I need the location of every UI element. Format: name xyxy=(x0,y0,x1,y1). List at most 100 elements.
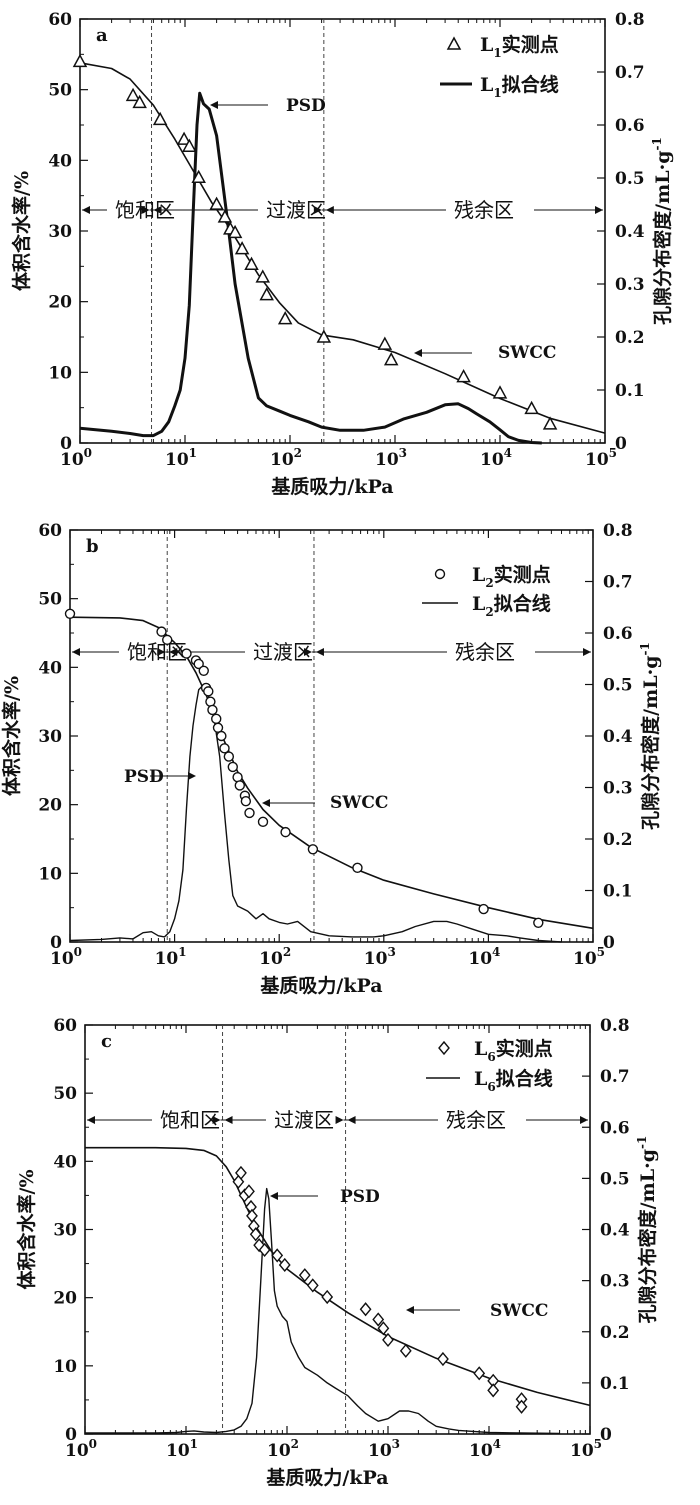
zone-arrow-head xyxy=(157,648,166,656)
legend-fit-label: L2拟合线 xyxy=(472,592,551,619)
y2-tick-label: 0.6 xyxy=(600,1118,630,1138)
psd-annotation: PSD xyxy=(124,767,196,787)
zone-arrow-head xyxy=(169,648,178,656)
measured-point xyxy=(232,1174,245,1189)
y-tick-label: 30 xyxy=(38,727,62,747)
chart-panel-b: 100 101 102 103 104 105010203040506000.10.20.… xyxy=(0,521,662,997)
legend-marker xyxy=(446,36,462,50)
x-tick-label: 100 xyxy=(65,1437,97,1461)
panel-letter: c xyxy=(101,1031,112,1052)
x-tick-label: 104 xyxy=(468,945,500,969)
y2-tick-label: 0.3 xyxy=(603,779,633,799)
y-tick-label: 40 xyxy=(48,151,72,171)
y2-tick-label: 0.3 xyxy=(600,1272,630,1292)
measured-point xyxy=(240,796,252,807)
y2-tick-label: 0.4 xyxy=(603,727,633,747)
legend-measured-label: L1实测点 xyxy=(480,33,559,60)
zone-label: 饱和区 xyxy=(115,198,175,222)
measured-point xyxy=(182,138,197,152)
panel-letter: b xyxy=(86,536,99,557)
swcc-annotation-label: SWCC xyxy=(330,793,388,813)
x-tick-label: 103 xyxy=(375,446,407,470)
measured-point xyxy=(473,1366,486,1381)
y-tick-label: 10 xyxy=(38,864,62,884)
measured-point xyxy=(223,751,235,762)
measured-point xyxy=(219,743,230,754)
psd-annotation: PSD xyxy=(270,1187,380,1207)
x-axis-title: 基质吸力/kPa xyxy=(265,1466,388,1489)
y-tick-label: 0 xyxy=(50,933,62,953)
measured-point xyxy=(244,807,255,819)
measured-point xyxy=(306,1278,319,1293)
zone-arrow-head xyxy=(335,1116,344,1124)
zone-arrow-head xyxy=(153,206,162,214)
x-tick-label: 101 xyxy=(166,1437,198,1461)
x-axis-title: 基质吸力/kPa xyxy=(259,974,382,997)
y-tick-label: 0 xyxy=(60,434,72,454)
x-tick-label: 102 xyxy=(267,1437,299,1461)
measured-point xyxy=(193,658,204,670)
measured-point xyxy=(352,862,363,874)
zone-arrow-head xyxy=(325,206,334,214)
swcc-fit-curve xyxy=(79,62,606,434)
measured-point xyxy=(492,385,508,399)
y2-tick-label: 0.4 xyxy=(615,222,645,242)
y-axis-title: 体积含水率/% xyxy=(15,1170,38,1290)
y-tick-label: 40 xyxy=(38,658,62,678)
legend-measured-label: L2实测点 xyxy=(472,563,551,590)
x-tick-label: 105 xyxy=(570,1437,602,1461)
panel-letter: a xyxy=(96,25,108,46)
y2-tick-label: 0.6 xyxy=(615,116,645,136)
series-group xyxy=(64,608,594,943)
x-tick-label: 103 xyxy=(364,945,396,969)
y2-tick-label: 0.1 xyxy=(615,381,645,401)
measured-point xyxy=(176,131,192,145)
legend-marker xyxy=(438,1040,450,1056)
x-tick-label: 104 xyxy=(469,1437,501,1461)
y2-tick-label: 0.2 xyxy=(603,830,633,850)
y-tick-label: 50 xyxy=(53,1084,77,1104)
x-tick-label: 103 xyxy=(368,1437,400,1461)
psd-annotation-label: PSD xyxy=(340,1187,380,1207)
zone-label: 残余区 xyxy=(454,198,514,222)
y-axis-title: 体积含水率/% xyxy=(0,676,23,796)
zone-arrow-3 xyxy=(315,648,591,656)
legend-fit-label: L6拟合线 xyxy=(474,1067,553,1094)
measured-point xyxy=(278,1257,291,1273)
series-group xyxy=(85,1146,591,1435)
x-tick-label: 102 xyxy=(270,446,302,470)
zone-arrow-head xyxy=(212,1116,221,1124)
measured-point xyxy=(524,400,539,415)
swcc-annotation: SWCC xyxy=(414,343,556,363)
y2-tick-label: 0.5 xyxy=(603,676,633,696)
legend: L1实测点 L1拟合线 xyxy=(440,33,559,100)
zone-arrow-3 xyxy=(347,1116,588,1124)
measured-point xyxy=(244,256,259,270)
measured-point xyxy=(209,196,224,210)
zone-arrow-head xyxy=(72,648,80,656)
y2-tick-label: 0.3 xyxy=(615,275,645,295)
measured-point xyxy=(211,713,222,725)
zone-label: 过渡区 xyxy=(274,1108,334,1132)
measured-point xyxy=(64,608,76,619)
y-tick-label: 0 xyxy=(65,1425,77,1445)
swcc-annotation: SWCC xyxy=(262,793,388,813)
zone-arrow-head xyxy=(347,1116,356,1124)
plot-frame xyxy=(69,529,594,943)
zone-arrow-head xyxy=(87,1116,95,1124)
annotation-arrow-head xyxy=(210,101,218,109)
zone-label: 饱和区 xyxy=(127,640,187,664)
zone-arrow-head xyxy=(595,206,603,214)
measured-point xyxy=(191,169,206,184)
y2-tick-label: 0.7 xyxy=(600,1067,630,1087)
measured-point xyxy=(216,730,227,742)
x-tick-label: 100 xyxy=(50,945,82,969)
y2-tick-label: 0.1 xyxy=(600,1374,630,1394)
measured-point xyxy=(298,1268,311,1283)
measured-point xyxy=(132,94,147,109)
annotation-arrow-head xyxy=(188,772,196,780)
measured-point xyxy=(377,336,393,350)
measured-point xyxy=(533,917,544,928)
swcc-annotation-label: SWCC xyxy=(498,343,556,363)
zone-arrow-head xyxy=(313,206,322,214)
